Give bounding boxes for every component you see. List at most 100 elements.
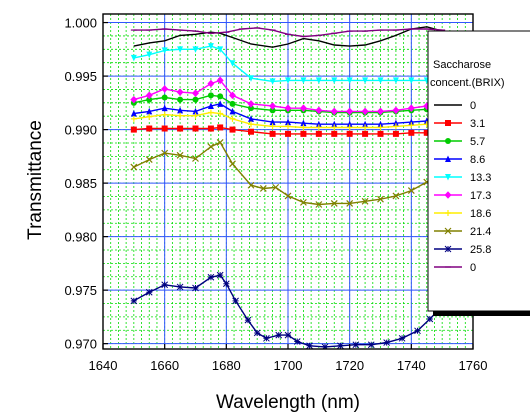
series-point — [272, 183, 280, 191]
series-point — [192, 284, 199, 292]
series-point — [398, 334, 406, 342]
series-point — [229, 126, 236, 133]
x-tick-labels: 1640 1660 1680 1700 1720 1740 1760 — [89, 358, 488, 373]
series-point — [146, 107, 153, 115]
series-point — [145, 288, 153, 296]
series-point — [362, 124, 369, 131]
legend-entry-5: 13.3 — [434, 172, 491, 184]
series-point — [229, 115, 236, 122]
series-point — [216, 76, 224, 85]
series-point — [346, 107, 354, 116]
legend-label: 17.3 — [470, 190, 491, 202]
series-point — [259, 185, 267, 192]
series-point — [377, 195, 384, 203]
series-point — [216, 139, 224, 146]
legend-label: 5.7 — [470, 136, 485, 148]
x-tick-label: 1720 — [335, 358, 364, 373]
series-point — [285, 123, 291, 130]
series-point — [346, 77, 353, 84]
legend-entry-6: 17.3 — [434, 190, 491, 202]
series-point — [315, 120, 322, 128]
series-2 — [130, 124, 446, 137]
series-point — [346, 120, 353, 128]
series-7 — [130, 109, 446, 131]
series-point — [330, 200, 338, 207]
series-point — [300, 77, 307, 84]
series-6 — [130, 76, 446, 116]
series-point — [377, 107, 384, 116]
series-point — [192, 89, 199, 98]
series-point — [207, 143, 215, 151]
x-tick-label: 1660 — [150, 358, 179, 373]
series-1 — [133, 26, 443, 48]
series-10 — [130, 27, 446, 38]
legend-label: 25.8 — [470, 244, 491, 256]
series-point — [130, 115, 137, 122]
series-point — [229, 107, 236, 115]
series-point — [408, 122, 415, 129]
legend-entry-4: 8.6 — [434, 154, 485, 166]
series-point — [285, 77, 291, 84]
series-point — [146, 96, 153, 103]
series-point — [284, 104, 292, 112]
series-point — [232, 297, 239, 305]
series-point — [217, 124, 224, 131]
series-point — [161, 281, 169, 289]
series-point — [414, 327, 421, 335]
series-point — [331, 77, 338, 84]
series-point — [146, 51, 153, 59]
series-point — [229, 60, 236, 67]
series-line — [133, 26, 443, 48]
series-point — [346, 124, 353, 131]
legend-swatch-marker — [445, 210, 451, 216]
legend-title-line-2: concent.(BRIX) — [430, 77, 505, 89]
series-point — [192, 112, 199, 119]
x-tick-label: 1680 — [212, 358, 241, 373]
series-point — [293, 338, 301, 345]
series-point — [392, 106, 400, 115]
series-point — [177, 46, 184, 53]
series-point — [392, 77, 399, 84]
legend-swatch-marker — [444, 191, 452, 199]
series-point — [408, 118, 415, 126]
legend-entry-10: 0 — [434, 262, 476, 274]
y-tick-label: 0.995 — [64, 69, 97, 84]
legend-label: 18.6 — [470, 208, 491, 220]
series-point — [392, 119, 399, 127]
series-point — [392, 130, 399, 137]
series-point — [269, 107, 276, 114]
series-point — [346, 200, 354, 207]
x-tick-label: 1700 — [274, 358, 303, 373]
series-point — [337, 342, 344, 349]
series-point — [269, 123, 276, 130]
series-point — [269, 78, 276, 85]
legend-entry-9: 25.8 — [434, 244, 491, 256]
series-point — [263, 334, 270, 342]
series-point — [217, 100, 224, 107]
series-point — [207, 43, 214, 50]
legend-swatch-marker — [445, 155, 451, 162]
series-point — [176, 88, 184, 96]
series-point — [146, 113, 153, 120]
y-tick-label: 0.990 — [64, 123, 97, 138]
series-point — [207, 92, 214, 99]
x-tick-label: 1740 — [397, 358, 426, 373]
series-point — [330, 107, 338, 116]
series-point — [248, 75, 254, 82]
legend-box — [427, 30, 530, 312]
legend: Saccharose concent.(BRIX) 0 3.1 5.7 8.6 13.3… — [427, 30, 530, 316]
series-point — [177, 112, 184, 119]
series-point — [408, 77, 415, 84]
legend-label: 21.4 — [470, 226, 491, 238]
legend-label: 0 — [470, 262, 476, 274]
series-point — [377, 130, 384, 137]
series-point — [426, 315, 434, 323]
tick-layer — [102, 21, 474, 349]
series-point — [306, 342, 313, 349]
series-point — [392, 123, 399, 130]
series-point — [315, 201, 323, 208]
series-point — [377, 77, 384, 84]
series-point — [331, 120, 338, 128]
series-point — [408, 129, 415, 136]
